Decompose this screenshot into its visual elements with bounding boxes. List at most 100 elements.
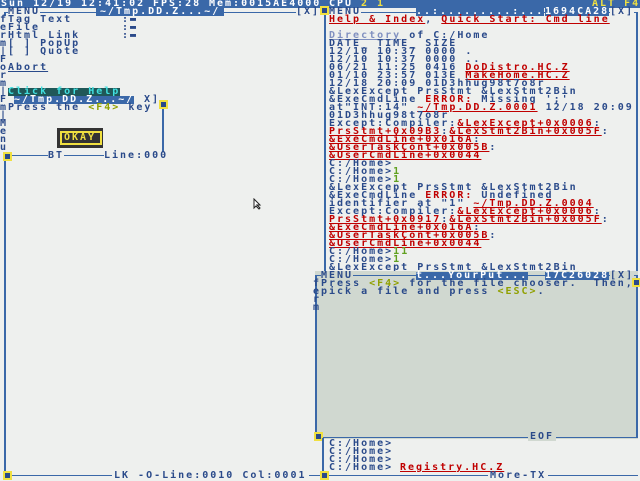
output-text: : [593, 118, 602, 129]
status-bar: Sun 12/19 12:41:02 FPS:28 Mem:0015AE4000… [0, 0, 640, 9]
put-close-button[interactable]: [X] [610, 270, 635, 281]
prompt-line: C:/Home> [329, 462, 394, 473]
left-close-button[interactable]: [X] [296, 6, 321, 17]
resize-handle[interactable] [632, 278, 640, 287]
marker-icon: :▬ [122, 30, 139, 41]
output-link[interactable]: &LexExcept+0x0006 [457, 206, 594, 217]
output-text: 06/21 11:25 0416 [329, 62, 466, 73]
output-link[interactable]: &UserCmdLine+0x0044 [329, 150, 482, 161]
put-menu[interactable]: MENU [321, 270, 354, 281]
clock: 12:41:02 [81, 0, 146, 9]
output-text: ERROR: [425, 190, 474, 201]
output-text: 12/18 20:09 [537, 102, 634, 113]
output-text: &LexExcept PrsStmt &LexStmt2Bin [329, 86, 578, 97]
output-link[interactable]: ~/Tmp.DD.Z.0001 [417, 102, 538, 113]
side-menu-letters[interactable]: ferm|Form|Fm|Menu [0, 14, 9, 153]
output-text: &LexExcept PrsStmt &LexStmt2Bin [329, 182, 578, 193]
output-text: : [489, 142, 498, 153]
memory: Mem:0015AE4000 [209, 0, 322, 9]
output-text: C:/Home> [329, 254, 394, 265]
output-text: 12/10 10:37 0000 . [329, 46, 474, 57]
output-line: identifier at "1" ~/Tmp.DD.Z.0004 [329, 198, 594, 209]
output-text: Except:Compiler: [329, 118, 458, 129]
date: Sun 12/19 [1, 0, 74, 9]
right-close-button[interactable]: [X] [610, 6, 635, 17]
registry-link[interactable]: Registry.HC.Z [400, 462, 505, 473]
output-line: Help & Index, Quick Start: Cmd line [329, 14, 610, 25]
output-link[interactable]: &LexStmt2Bin+0x005F [449, 126, 602, 137]
output-text: 1 [393, 174, 402, 185]
resize-handle[interactable] [3, 471, 12, 480]
output-link[interactable]: MakeHome.HC.Z [465, 70, 570, 81]
popup-message: Press the <F4> key [8, 102, 153, 113]
side-menu-letters[interactable]: ferm [313, 278, 322, 313]
output-text: of C:/Home [401, 30, 490, 41]
resize-handle[interactable] [320, 6, 329, 15]
output-link[interactable]: &UserCmdLine+0x0044 [329, 238, 482, 249]
right-menu[interactable]: MENU [329, 6, 362, 17]
output-link[interactable]: PrsStmt+0x09B3 [329, 126, 442, 137]
output-link[interactable]: &LexExcept+0x0006 [457, 118, 594, 129]
output-text: Undefined [473, 190, 554, 201]
output-text: 01/10 23:57 013E [329, 70, 466, 81]
output-link[interactable]: ~/Tmp.DD.Z.0004 [473, 198, 594, 209]
menu-item-tag-text[interactable]: Tag Text [8, 14, 73, 25]
menu-item-html-link[interactable]: Html Link [8, 30, 81, 41]
output-link[interactable]: Quick Start: Cmd line [441, 14, 610, 25]
put-line-2: pick a file and press <ESC>. [321, 286, 546, 297]
okay-button[interactable]: OKAY [57, 128, 103, 148]
output-link[interactable]: &ExeCmdLine+0x016A [329, 222, 474, 233]
output-text: 01D3hhug98t7o8r [329, 110, 450, 121]
output-text: : [593, 206, 602, 217]
alt-f4[interactable]: ALT F4 [592, 0, 640, 9]
prompt-line: C:/Home> [329, 438, 394, 449]
left-window-title[interactable]: ~/Tmp.DD.Z...~/ [96, 7, 225, 17]
popup-title[interactable]: ~/Tmp.DD.Z...~/ [14, 94, 135, 105]
output-text: , [425, 14, 442, 25]
left-menu[interactable]: MENU [8, 6, 41, 17]
mouse-cursor-icon [253, 198, 262, 210]
put-window-title[interactable]: t...YourPut... [416, 270, 529, 281]
resize-handle[interactable] [159, 100, 168, 109]
output-line: C:/Home>11 [329, 246, 410, 257]
output-text: Except:Compiler: [329, 206, 458, 217]
put-window [315, 271, 638, 439]
right-window-id: 1694CA28 [545, 6, 610, 17]
output-link[interactable]: Help & Index [329, 14, 426, 25]
output-line: C:/Home>1 [329, 254, 401, 265]
resize-handle[interactable] [314, 432, 323, 441]
output-line: C:/Home> [329, 159, 393, 169]
popup-close[interactable]: X] [144, 94, 161, 105]
resize-handle[interactable] [320, 471, 329, 480]
output-text[interactable]: Directory [329, 30, 402, 41]
output-link[interactable]: &UserTaskCont+0x005B [329, 142, 490, 153]
prompt-line: C:/Home> [329, 454, 394, 465]
output-link[interactable]: PrsStmt+0x0917 [329, 214, 442, 225]
cpu-numbers: 2 1 [361, 0, 386, 9]
output-line: &ExeCmdLine+0x016A: [329, 222, 481, 233]
output-line: Directory of C:/Home [329, 30, 490, 41]
help-link[interactable]: Click for Help [8, 86, 121, 97]
menu-item-file[interactable]: File [8, 22, 41, 33]
output-text: 11 [393, 246, 410, 257]
output-text: : [441, 214, 450, 225]
output-link[interactable]: &ExeCmdLine+0x016A [329, 134, 474, 145]
output-line: &UserCmdLine+0x0044 [329, 238, 482, 249]
left-status: LK -O-Line:0010 Col:0001 [112, 470, 309, 481]
output-text: C:/Home> [329, 246, 394, 257]
abort-button[interactable]: Abort [8, 62, 49, 73]
output-text: C:/Home> [329, 174, 394, 185]
checkbox-popup[interactable]: [ ] PopUp [8, 38, 81, 49]
output-line: DATE_ TIME_ SIZE [329, 39, 457, 49]
output-link[interactable]: DoDistro.HC.Z [465, 62, 570, 73]
left-window-border [4, 12, 6, 476]
resize-handle[interactable] [3, 152, 12, 161]
output-link[interactable]: &LexStmt2Bin+0x005F [449, 214, 602, 225]
output-line: 01D3hhug98t7o8r [329, 110, 450, 121]
output-link[interactable]: &UserTaskCont+0x005B [329, 230, 490, 241]
output-line: C:/Home>1 [329, 167, 401, 177]
output-line: &ExeCmdLine ERROR: Undefined [329, 190, 554, 201]
popup-status-left: BT [48, 150, 65, 161]
right-window-title[interactable]: ..:.........:... [416, 6, 545, 17]
checkbox-quote[interactable]: [ ] Quote [8, 46, 81, 57]
